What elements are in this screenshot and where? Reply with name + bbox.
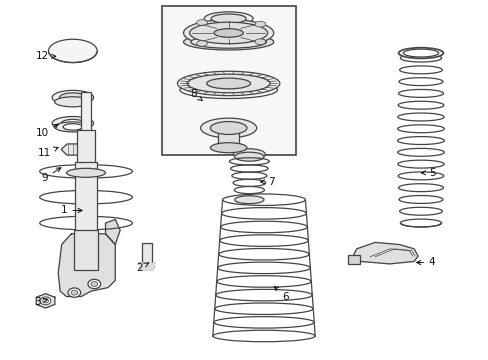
Ellipse shape: [52, 90, 93, 105]
Ellipse shape: [214, 29, 243, 37]
Ellipse shape: [60, 93, 86, 102]
Text: 2: 2: [136, 263, 148, 273]
Polygon shape: [139, 263, 155, 270]
Polygon shape: [105, 220, 120, 244]
Ellipse shape: [206, 78, 250, 89]
Ellipse shape: [255, 21, 265, 27]
Polygon shape: [61, 144, 84, 155]
Text: 12: 12: [36, 51, 56, 61]
Text: 8: 8: [190, 89, 202, 100]
Bar: [142, 243, 152, 263]
Ellipse shape: [48, 39, 97, 63]
Text: 10: 10: [36, 125, 58, 138]
Text: 4: 4: [416, 257, 435, 267]
Bar: [81, 92, 91, 139]
Ellipse shape: [52, 117, 93, 130]
Ellipse shape: [63, 124, 82, 130]
Ellipse shape: [403, 49, 438, 57]
Text: 1: 1: [61, 206, 82, 216]
Ellipse shape: [189, 22, 267, 44]
Ellipse shape: [200, 118, 256, 138]
Circle shape: [42, 299, 48, 303]
Ellipse shape: [196, 20, 207, 26]
Text: 11: 11: [38, 147, 58, 158]
Text: 6: 6: [274, 287, 289, 302]
Ellipse shape: [183, 19, 273, 46]
Text: 7: 7: [260, 177, 274, 187]
Bar: [347, 255, 359, 264]
Polygon shape: [58, 234, 115, 297]
Circle shape: [88, 279, 101, 289]
Ellipse shape: [210, 143, 246, 153]
Ellipse shape: [234, 152, 264, 161]
Ellipse shape: [183, 34, 273, 50]
Ellipse shape: [190, 36, 266, 48]
Bar: [218, 127, 239, 148]
Ellipse shape: [210, 122, 246, 134]
Ellipse shape: [177, 71, 279, 96]
Ellipse shape: [211, 14, 245, 23]
Bar: [75, 162, 97, 241]
Ellipse shape: [233, 149, 264, 159]
Ellipse shape: [55, 97, 91, 107]
Circle shape: [68, 288, 81, 297]
Ellipse shape: [55, 122, 91, 132]
Ellipse shape: [66, 168, 105, 177]
Ellipse shape: [196, 41, 207, 46]
Circle shape: [91, 282, 98, 287]
Ellipse shape: [398, 48, 443, 58]
Ellipse shape: [204, 12, 252, 26]
Text: 9: 9: [41, 168, 61, 183]
Ellipse shape: [61, 120, 84, 127]
Bar: [77, 130, 95, 173]
Ellipse shape: [187, 74, 269, 93]
Ellipse shape: [255, 39, 265, 45]
Ellipse shape: [234, 196, 264, 204]
Polygon shape: [352, 242, 417, 264]
Polygon shape: [36, 294, 55, 308]
Bar: [161, 6, 295, 155]
Circle shape: [71, 290, 78, 295]
Bar: [74, 230, 98, 270]
Text: 3: 3: [34, 297, 47, 307]
Circle shape: [40, 297, 51, 305]
Text: 5: 5: [421, 168, 435, 178]
